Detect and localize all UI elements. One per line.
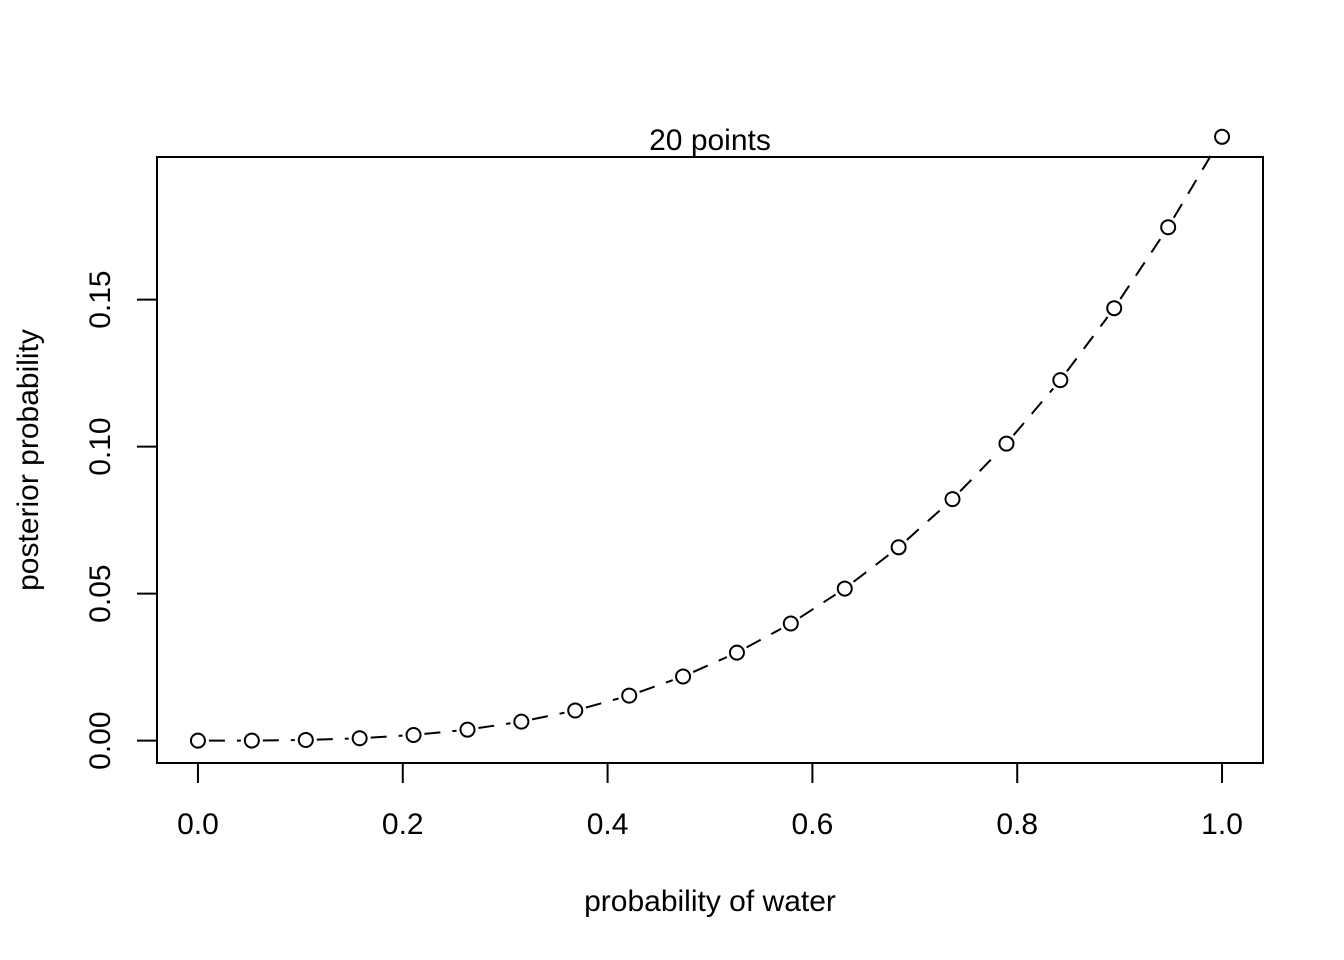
series-line-segment: [959, 450, 1000, 492]
data-point: [1052, 372, 1069, 389]
data-point: [998, 435, 1015, 452]
y-axis-label: posterior probability: [12, 329, 45, 591]
data-point: [567, 702, 584, 719]
x-tick-label: 0.8: [996, 808, 1038, 841]
data-series: [189, 128, 1231, 749]
data-point: [836, 580, 853, 597]
series-line-segment: [478, 722, 511, 730]
data-point: [621, 687, 638, 704]
x-tick-label: 1.0: [1201, 808, 1243, 841]
y-tick-label: 0.00: [84, 711, 117, 769]
data-point: [405, 727, 422, 744]
series-line-segment: [1066, 316, 1109, 372]
series-line-segment: [1119, 235, 1163, 300]
data-point: [1214, 128, 1231, 145]
y-tick-label: 0.05: [84, 564, 117, 622]
series-line-segment: [1012, 387, 1054, 436]
data-point: [782, 615, 799, 632]
data-point: [513, 713, 530, 730]
series-line-segment: [531, 711, 565, 721]
y-axis: 0.00 0.05 0.10 0.15: [84, 270, 158, 770]
series-line-segment: [692, 656, 728, 673]
series-line-segment: [316, 737, 349, 741]
x-axis-label: probability of water: [584, 885, 836, 918]
data-point: [728, 644, 745, 661]
series-line-segment: [585, 697, 619, 709]
data-point: [459, 721, 476, 738]
data-point: [351, 730, 368, 747]
x-tick-label: 0.2: [382, 808, 424, 841]
y-tick-label: 0.15: [84, 270, 117, 328]
data-point: [1106, 300, 1123, 317]
x-tick-label: 0.0: [177, 808, 219, 841]
data-point: [890, 539, 907, 556]
series-line-segment: [424, 729, 457, 735]
data-point: [1160, 219, 1177, 236]
data-point: [189, 732, 206, 749]
series-line-segment: [370, 734, 403, 739]
data-point: [297, 731, 314, 748]
y-tick-label: 0.10: [84, 417, 117, 475]
data-point: [944, 491, 961, 508]
x-tick-label: 0.6: [792, 808, 834, 841]
series-line-segment: [746, 627, 782, 649]
x-tick-label: 0.4: [587, 808, 629, 841]
series-line-segment: [639, 679, 674, 693]
series-line-segment: [799, 593, 837, 619]
series-line-segment: [906, 505, 945, 541]
series-line-segment: [852, 553, 891, 583]
chart-title: 20 points: [649, 124, 771, 157]
series-line-segment: [1172, 145, 1218, 219]
plot-frame: [156, 156, 1264, 764]
data-point: [243, 732, 260, 749]
data-point: [675, 668, 692, 685]
x-axis: 0.0 0.2 0.4 0.6 0.8 1.0: [177, 762, 1243, 841]
